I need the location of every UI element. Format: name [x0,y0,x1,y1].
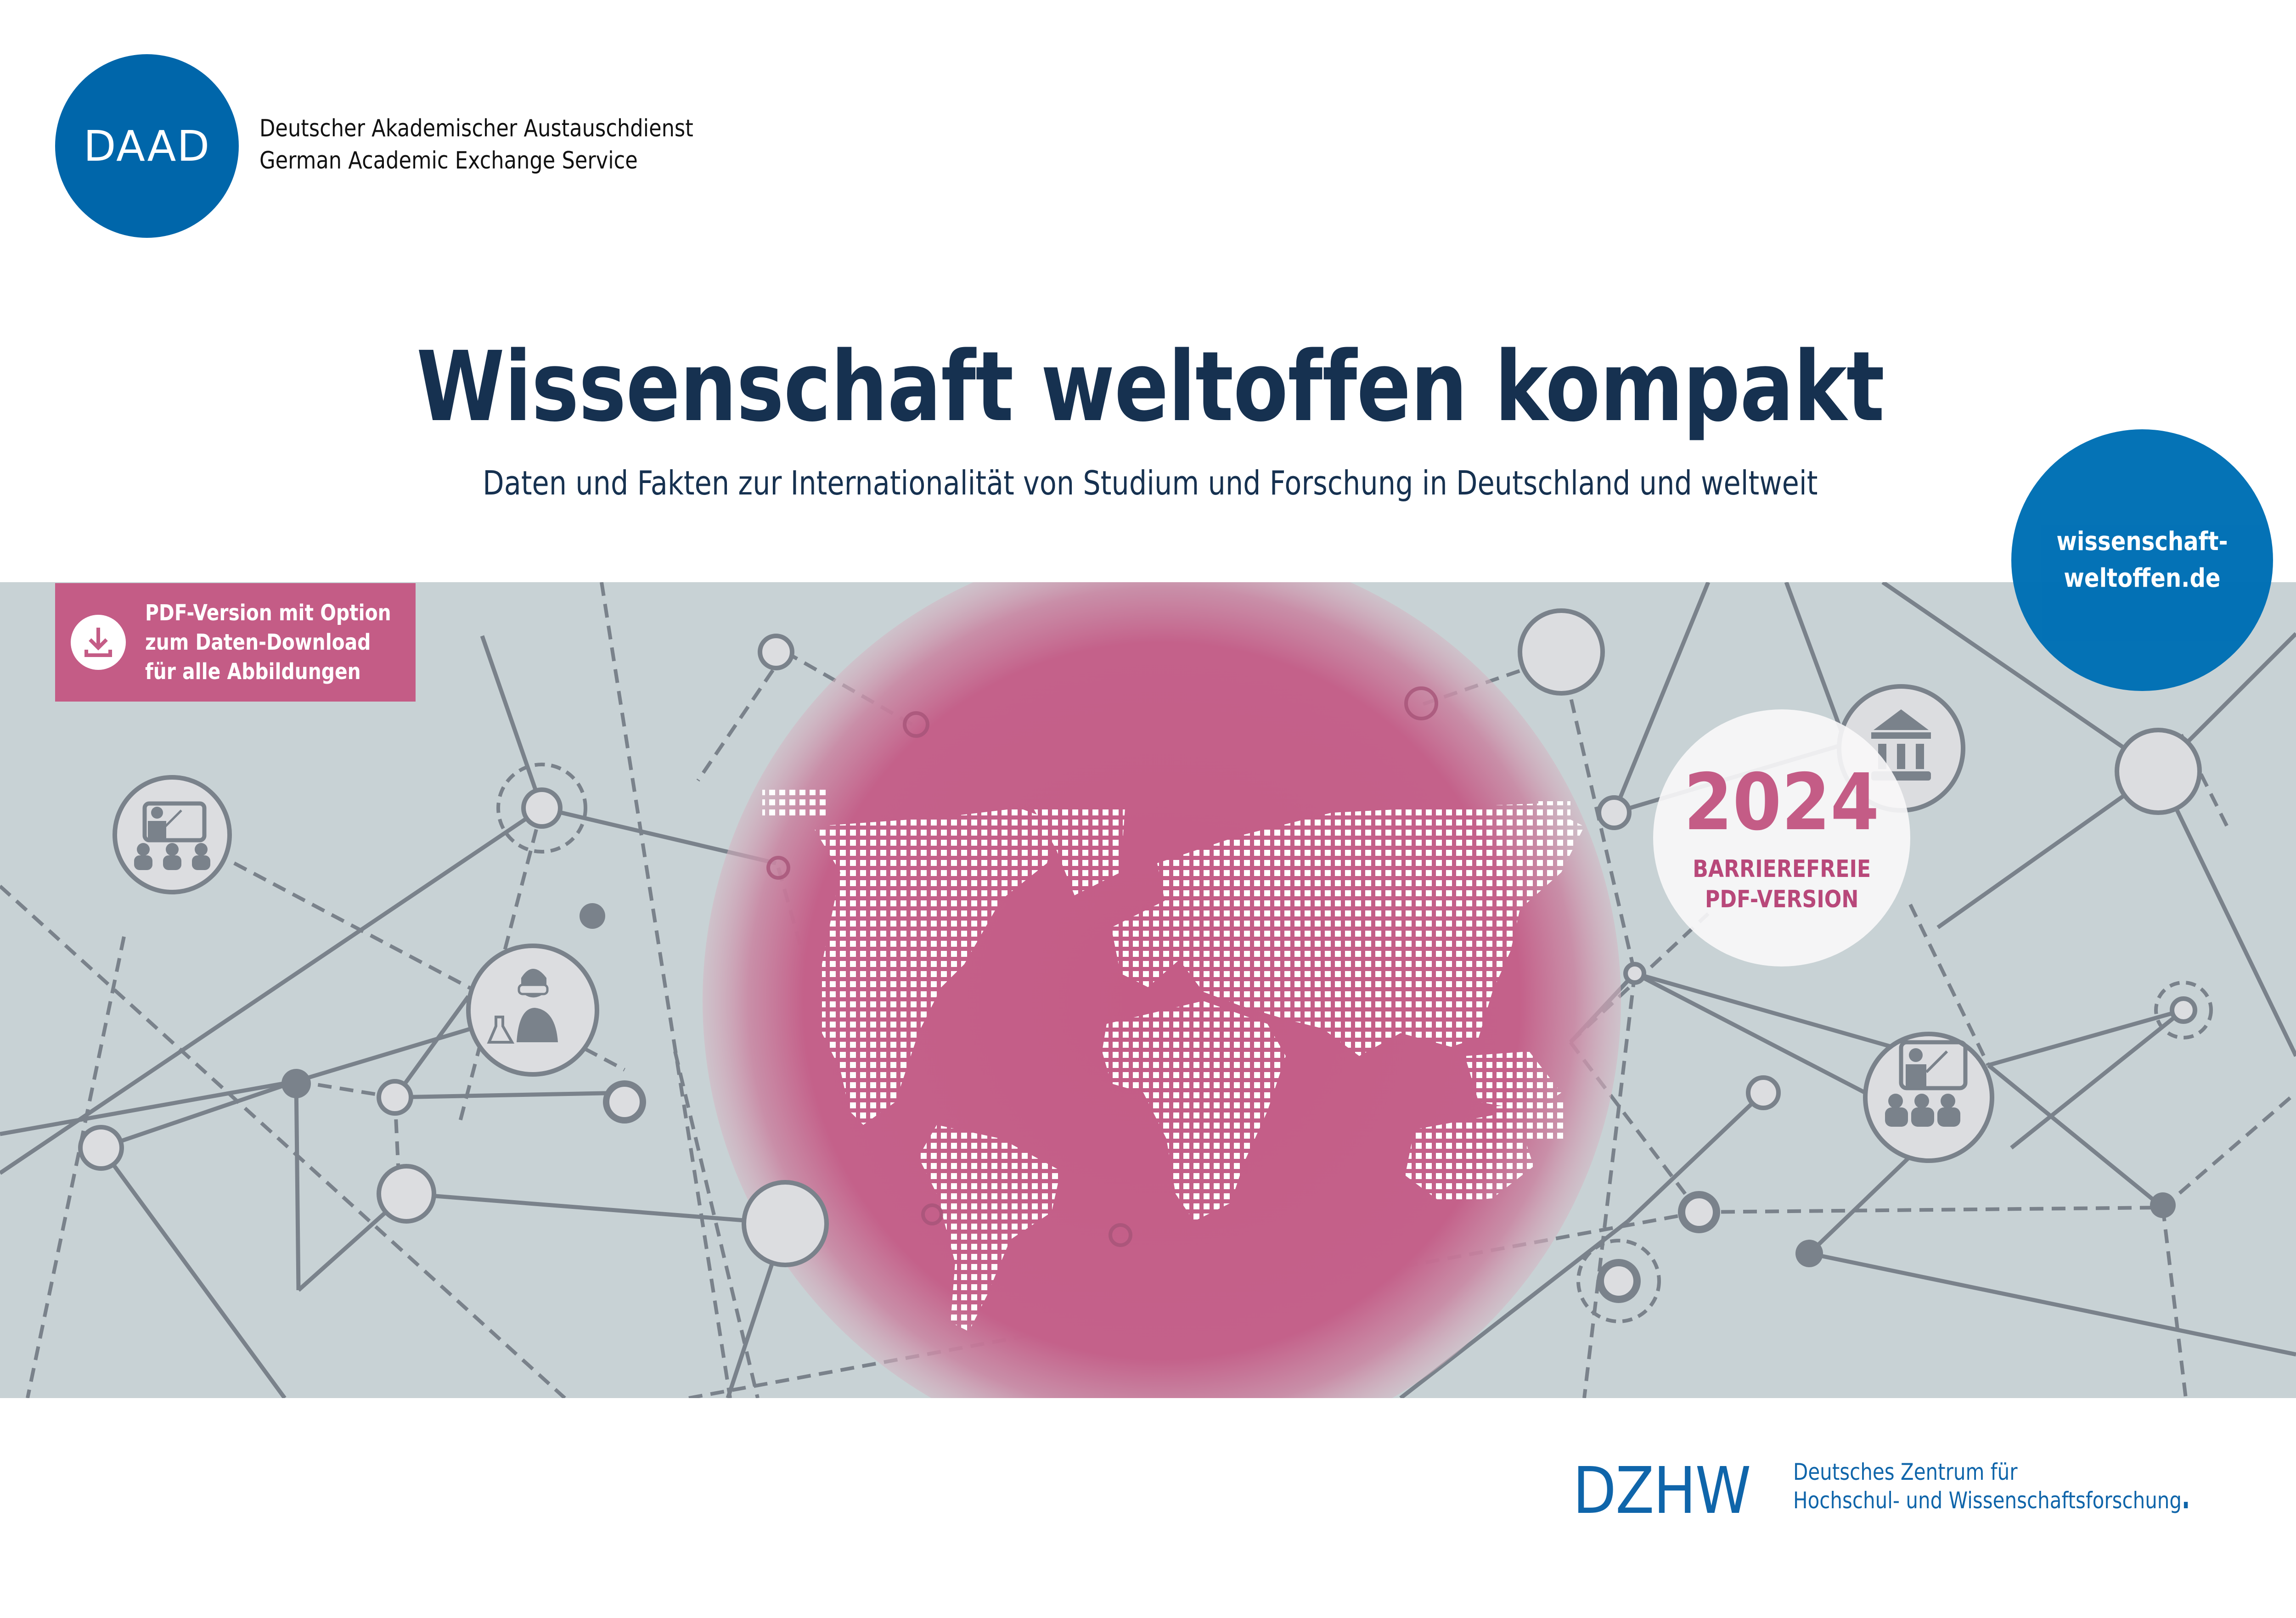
network-graphic [0,582,2296,1398]
pdf-download-text: PDF-Version mit Option zum Daten-Downloa… [145,598,391,686]
dzhw-org-name: Deutsches Zentrum für Hochschul- und Wis… [1793,1458,2188,1515]
page-subtitle: Daten und Fakten zur Internationalität v… [483,464,1818,502]
website-line1: wissenschaft- [2056,527,2228,556]
pdf-download-line2: zum Daten-Download [145,629,371,655]
org-name-en: German Academic Exchange Service [259,147,638,174]
website-link-badge[interactable]: wissenschaft- weltoffen.de [2011,429,2273,691]
world-map-dots [762,790,1584,1331]
dzhw-logo: DZHW [1573,1454,1751,1528]
dzhw-line2-text: Hochschul- und Wissenschaftsforschung [1793,1487,2182,1514]
website-line2: weltoffen.de [2064,563,2221,593]
globe-circle [703,582,1621,1398]
org-name-de: Deutscher Akademischer Austauschdienst [259,115,693,142]
daad-logo: DAAD [55,54,239,238]
edition-year: 2024 [1684,757,1880,848]
daad-org-name: Deutscher Akademischer Austauschdienst G… [259,112,693,177]
edition-badge: 2024 BARRIEREFREIE PDF-VERSION [1653,709,1910,966]
pdf-download-box[interactable]: PDF-Version mit Option zum Daten-Downloa… [55,583,416,702]
edition-label-line2: PDF-VERSION [1705,886,1859,913]
dzhw-line1: Deutsches Zentrum für [1793,1459,2018,1485]
pdf-download-line1: PDF-Version mit Option [145,600,391,626]
pdf-download-line3: für alle Abbildungen [145,659,361,685]
teacher-classroom-icon-left [113,775,232,894]
page-title: Wissenschaft weltoffen kompakt [416,331,1885,443]
download-icon [71,615,126,670]
dzhw-line2: Hochschul- und Wissenschaftsforschung [1793,1486,2188,1515]
daad-logo-text: DAAD [83,121,211,171]
edition-label-line1: BARRIEREFREIE [1693,855,1871,883]
network-illustration [0,582,2296,1398]
dzhw-dot-icon [2184,1502,2188,1508]
teacher-classroom-icon-right [1863,1032,1994,1163]
edition-label: BARRIEREFREIE PDF-VERSION [1693,854,1871,915]
scientist-icon [466,944,599,1077]
